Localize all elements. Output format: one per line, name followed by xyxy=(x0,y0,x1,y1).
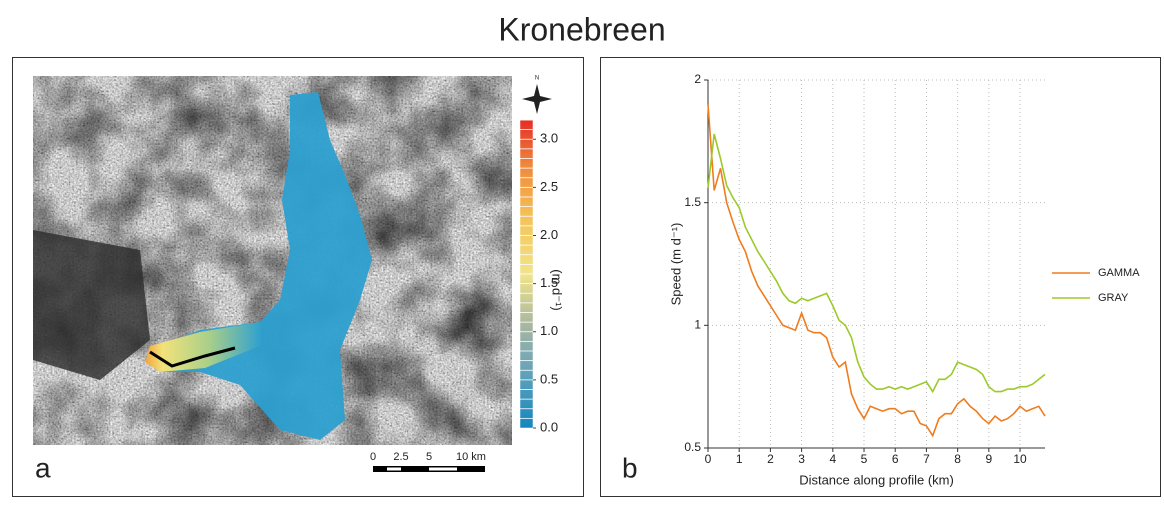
x-tick-label: 0 xyxy=(705,452,712,466)
colorbar-tick-label: 3.0 xyxy=(540,131,558,146)
scale-label: 0 xyxy=(370,451,376,463)
colorbar-tick-label: 2.5 xyxy=(540,179,558,194)
north-arrow: N xyxy=(522,76,552,114)
panel-frame xyxy=(600,57,1161,497)
legend-label: GAMMA xyxy=(1098,267,1140,279)
north-label: N xyxy=(535,76,539,82)
colorbar-tick-label: 1.0 xyxy=(540,323,558,338)
panel-label: b xyxy=(622,452,638,483)
x-tick-label: 8 xyxy=(954,452,961,466)
glacier-front xyxy=(145,322,262,372)
x-tick-label: 5 xyxy=(861,452,868,466)
data-line xyxy=(707,104,1046,438)
satellite-map xyxy=(33,76,512,445)
x-axis-title: Distance along profile (km) xyxy=(799,472,954,487)
x-tick-label: 2 xyxy=(767,452,774,466)
scale-bar-segment xyxy=(387,467,401,471)
scale-label: 2.5 xyxy=(393,451,408,463)
y-axis-title: Speed (m d⁻¹) xyxy=(668,223,683,306)
colorbar-tick-label: 2.0 xyxy=(540,227,558,242)
scale-label: 10 km xyxy=(456,451,486,463)
x-tick-label: 7 xyxy=(923,452,930,466)
scale-label: 5 xyxy=(426,451,432,463)
x-tick-label: 3 xyxy=(798,452,805,466)
colorbar-tick-label: 0.0 xyxy=(540,419,558,434)
panel-frame xyxy=(12,57,584,497)
figure-title: Kronebreen xyxy=(498,11,665,47)
panel-label: a xyxy=(35,452,51,483)
data-line xyxy=(707,133,1046,394)
x-tick-label: 10 xyxy=(1013,452,1027,466)
colorbar-tick-label: 0.5 xyxy=(540,371,558,386)
x-tick-label: 4 xyxy=(829,452,836,466)
x-tick-label: 6 xyxy=(892,452,899,466)
x-tick-label: 1 xyxy=(736,452,743,466)
y-tick-label: 2 xyxy=(694,72,701,86)
y-tick-label: 0.5 xyxy=(684,440,701,454)
scale-bar-segment xyxy=(429,467,457,471)
legend-label: GRAY xyxy=(1098,292,1129,304)
y-tick-label: 1.5 xyxy=(684,195,701,209)
colorbar-tick-label: 1.5 xyxy=(540,275,558,290)
y-tick-label: 1 xyxy=(694,318,701,332)
colorbar-unit: (m d⁻¹) xyxy=(550,269,565,311)
profile-line xyxy=(149,346,236,368)
x-tick-label: 9 xyxy=(985,452,992,466)
